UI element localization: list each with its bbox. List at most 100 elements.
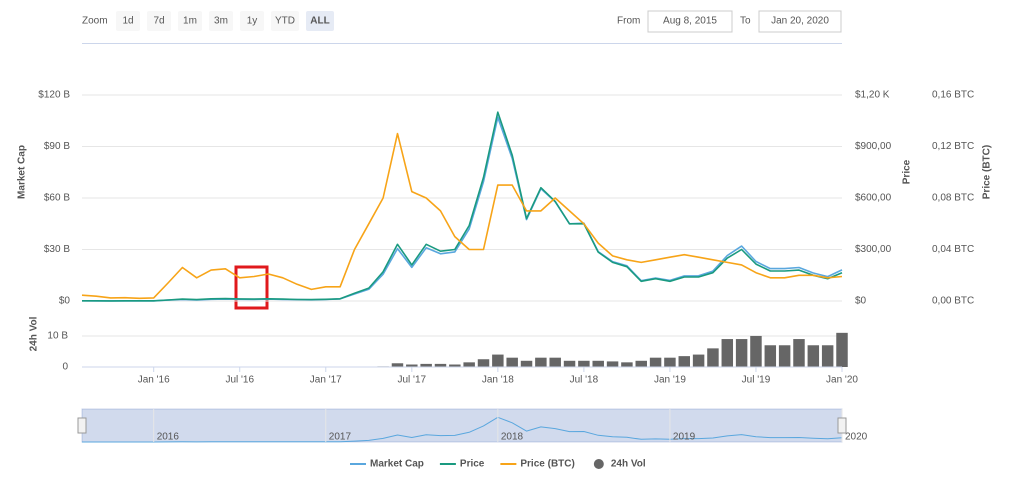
volume-bar xyxy=(606,361,619,367)
x-tick-label: Jan '16 xyxy=(138,375,170,386)
zoom-button-label[interactable]: YTD xyxy=(275,16,295,27)
y3-tick-label: 0,16 BTC xyxy=(932,90,974,101)
y-tick-label: $0 xyxy=(59,296,71,307)
legend-label[interactable]: 24h Vol xyxy=(611,459,646,470)
volume-bar xyxy=(449,364,461,367)
y-tick-label: $90 B xyxy=(44,141,70,152)
zoom-button[interactable] xyxy=(271,11,299,31)
y3-tick-label: 0,12 BTC xyxy=(932,141,974,152)
zoom-button[interactable] xyxy=(209,11,233,31)
y3-tick-label: 0,08 BTC xyxy=(932,193,974,204)
to-input[interactable] xyxy=(758,10,842,33)
volume-bar xyxy=(549,357,561,367)
x-tick-label: Jan '20 xyxy=(826,375,858,386)
zoom-button-label[interactable]: 1m xyxy=(183,16,197,27)
y2-tick-label: $300,00 xyxy=(855,244,892,255)
volume-bar xyxy=(520,360,533,367)
volume-bar xyxy=(721,339,734,367)
zoom-button-label[interactable]: 3m xyxy=(214,16,228,27)
x-tick-label: Jul '17 xyxy=(398,375,427,386)
navigator-line xyxy=(82,416,843,443)
x-tick-label: Jul '16 xyxy=(225,375,254,386)
legend-label[interactable]: Market Cap xyxy=(370,459,424,470)
volume-bar xyxy=(836,332,848,367)
zoom-button-label[interactable]: 1y xyxy=(247,16,258,27)
volume-bar xyxy=(434,363,447,367)
volume-bar xyxy=(621,362,633,367)
x-tick-label: Jan '17 xyxy=(310,375,342,386)
x-tick-label: Jul '18 xyxy=(570,375,599,386)
from-date[interactable]: Aug 8, 2015 xyxy=(663,16,717,27)
zoom-button-label[interactable]: ALL xyxy=(310,16,329,27)
y2-tick-label: $600,00 xyxy=(855,193,892,204)
vol-tick-label: 10 B xyxy=(47,331,68,342)
zoom-label: Zoom xyxy=(82,16,108,27)
legend-symbol[interactable] xyxy=(593,459,604,469)
volume-bar xyxy=(821,345,834,367)
series-line xyxy=(82,111,843,302)
volume-bar xyxy=(778,345,791,367)
zoom-button[interactable] xyxy=(147,11,171,31)
volume-bar xyxy=(535,357,547,367)
zoom-button[interactable] xyxy=(306,11,334,31)
volume-bar xyxy=(678,356,690,367)
volume-bar xyxy=(692,354,705,367)
highlight-box xyxy=(234,265,269,310)
volume-bar xyxy=(391,363,404,367)
y-axis-label: Market Cap xyxy=(17,145,28,199)
vol-tick-label: 0 xyxy=(62,362,68,373)
volume-bar xyxy=(406,364,418,367)
x-tick-label: Jan '18 xyxy=(482,375,514,386)
y-tick-label: $60 B xyxy=(44,193,70,204)
legend-label[interactable]: Price (BTC) xyxy=(520,459,574,470)
volume-bar xyxy=(707,348,719,367)
from-label: From xyxy=(617,16,640,27)
zoom-button[interactable] xyxy=(116,11,140,31)
zoom-button[interactable] xyxy=(240,11,264,31)
volume-bar xyxy=(492,354,504,367)
volume-bar xyxy=(649,357,662,367)
volume-bar xyxy=(578,360,590,367)
navigator-selection[interactable] xyxy=(82,409,842,442)
volume-bar xyxy=(563,360,576,367)
volume-bar xyxy=(592,360,604,367)
volume-bar xyxy=(463,362,475,367)
x-tick-label: Jul '19 xyxy=(742,375,771,386)
volume-bar xyxy=(807,345,820,367)
navigator-tick-label: 2020 xyxy=(845,432,868,443)
y3-tick-label: 0,00 BTC xyxy=(932,296,974,307)
zoom-button-label[interactable]: 1d xyxy=(122,16,133,27)
vol-axis-label: 24h Vol xyxy=(29,316,40,351)
zoom-button[interactable] xyxy=(178,11,202,31)
volume-bar xyxy=(477,359,490,367)
legend-label[interactable]: Price xyxy=(460,459,485,470)
y2-tick-label: $1,20 K xyxy=(855,90,890,101)
zoom-button-label[interactable]: 7d xyxy=(153,16,164,27)
volume-bar xyxy=(793,339,805,367)
volume-bar xyxy=(764,345,777,367)
navigator-tick-label: 2017 xyxy=(329,432,352,443)
from-input[interactable] xyxy=(647,10,733,33)
navigator-handle[interactable] xyxy=(837,417,847,434)
y3-tick-label: 0,04 BTC xyxy=(932,244,974,255)
y2-tick-label: $0 xyxy=(855,296,867,307)
navigator-tick-label: 2016 xyxy=(157,432,180,443)
navigator-tick-label: 2018 xyxy=(501,432,524,443)
navigator-handle[interactable] xyxy=(77,417,87,434)
x-tick-label: Jan '19 xyxy=(654,375,686,386)
volume-bar xyxy=(506,357,518,367)
volume-bar xyxy=(664,357,676,367)
volume-bar xyxy=(735,339,748,367)
navigator-tick-label: 2019 xyxy=(673,432,696,443)
y-tick-label: $30 B xyxy=(44,244,70,255)
to-date[interactable]: Jan 20, 2020 xyxy=(771,16,829,27)
volume-bar xyxy=(635,360,647,367)
toolbar: Zoom From Aug 8, 2015 To Jan 20, 2020 xyxy=(82,10,842,33)
volume-bar xyxy=(420,363,432,367)
navigator-background xyxy=(81,408,843,443)
volume-bar xyxy=(750,335,762,367)
y3-axis-label: Price (BTC) xyxy=(982,145,993,199)
series-line xyxy=(81,132,843,300)
